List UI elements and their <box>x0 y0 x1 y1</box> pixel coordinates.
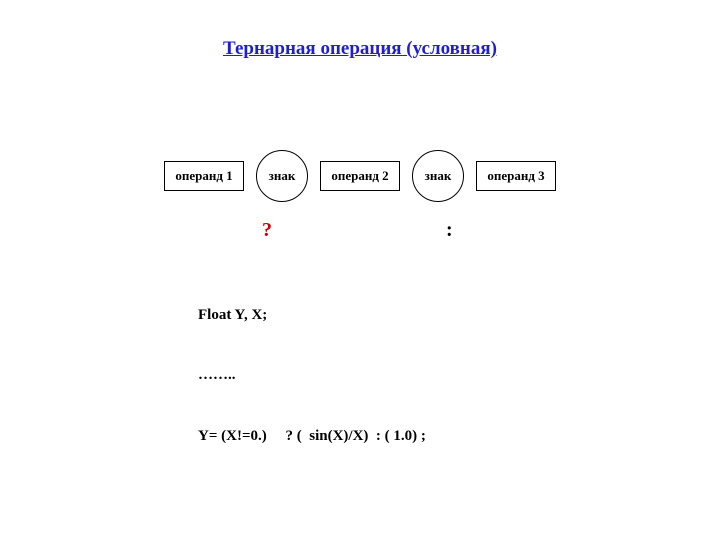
operand-1-box: операнд 1 <box>164 161 244 191</box>
sign-2-circle: знак <box>412 150 464 202</box>
page-title: Тернарная операция (условная) <box>223 38 497 60</box>
sign-1-circle: знак <box>256 150 308 202</box>
code-block: Float Y, X; …….. Y= (X!=0.) ? ( sin(X)/X… <box>198 264 426 467</box>
question-mark-symbol: ? <box>262 219 272 242</box>
code-line-2: …….. <box>198 365 426 385</box>
code-line-3: Y= (X!=0.) ? ( sin(X)/X) : ( 1.0) ; <box>198 426 426 446</box>
code-line-1: Float Y, X; <box>198 305 426 325</box>
operand-3-box: операнд 3 <box>476 161 556 191</box>
colon-symbol: : <box>446 219 453 242</box>
operand-2-box: операнд 2 <box>320 161 400 191</box>
diagram-row: операнд 1 знак операнд 2 знак операнд 3 <box>0 150 720 202</box>
